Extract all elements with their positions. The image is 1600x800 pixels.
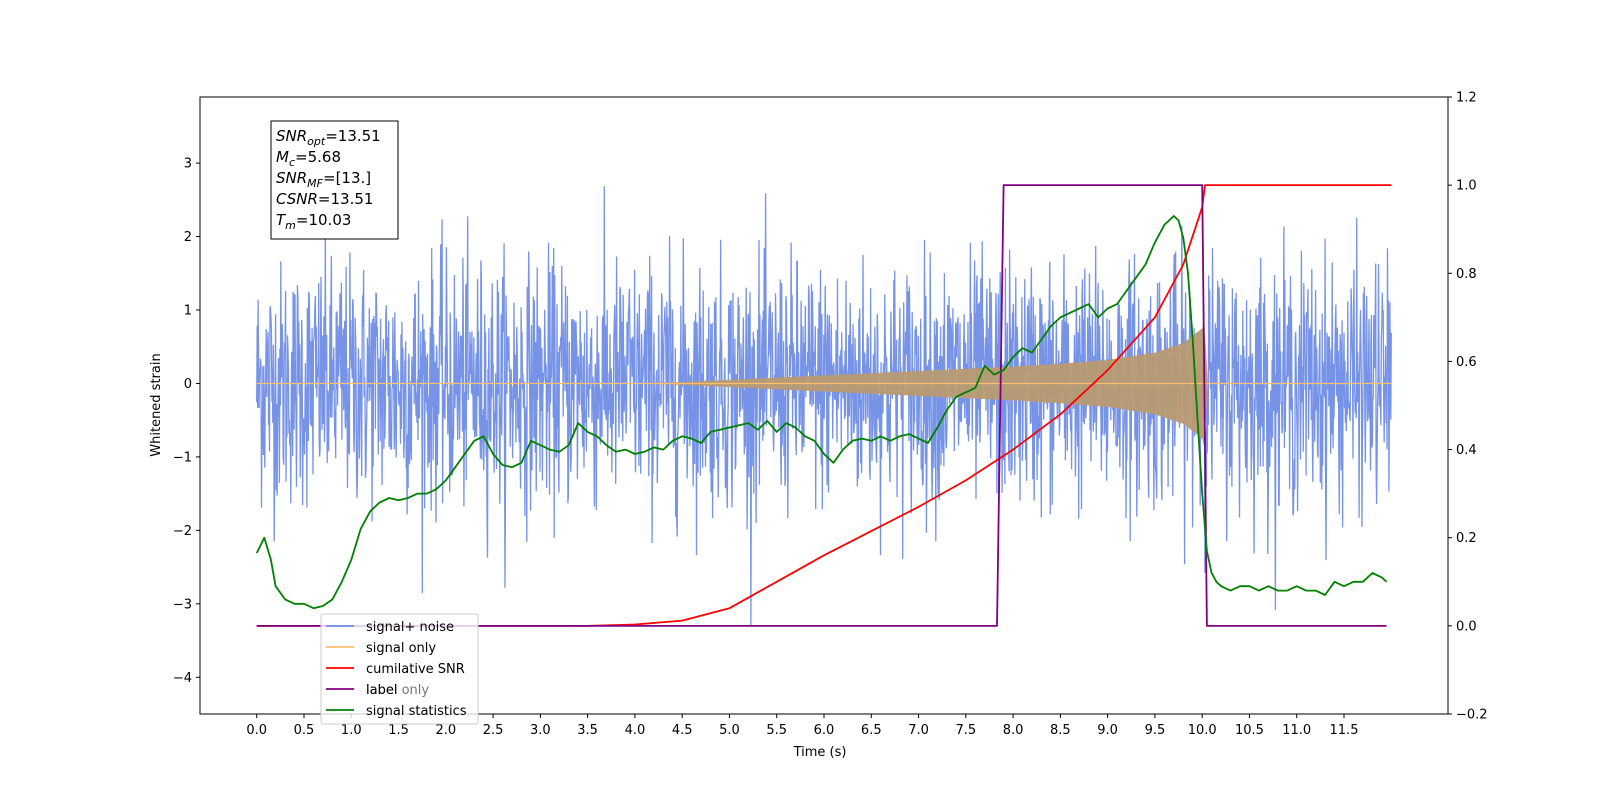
y-left-tick-label: −4 — [173, 671, 192, 686]
x-tick-label: 0.0 — [246, 723, 267, 738]
x-tick-label: 9.5 — [1145, 723, 1166, 738]
y-left-tick-label: −1 — [173, 450, 192, 465]
x-tick-label: 1.0 — [341, 723, 362, 738]
x-tick-label: 11.0 — [1282, 723, 1311, 738]
y-right-tick-label: 0.4 — [1456, 443, 1477, 458]
legend-label: signal statistics — [366, 704, 467, 719]
x-tick-label: 5.5 — [766, 723, 787, 738]
x-tick-label: 10.0 — [1188, 723, 1217, 738]
series-label — [256, 184, 1387, 627]
y-right-tick-label: 0.8 — [1456, 267, 1477, 282]
annotation-line: CSNR=13.51 — [276, 190, 373, 208]
legend-hidden-label: label only — [366, 683, 429, 698]
x-tick-label: 7.5 — [955, 723, 976, 738]
x-tick-label: 8.5 — [1050, 723, 1071, 738]
legend-label: signal+ noise — [366, 620, 454, 635]
y-right-tick-label: 0.0 — [1456, 619, 1477, 634]
x-tick-label: 2.0 — [435, 723, 456, 738]
y-left-tick-label: −2 — [173, 524, 192, 539]
x-tick-label: 10.5 — [1235, 723, 1264, 738]
legend-label: signal only — [366, 641, 436, 656]
x-tick-label: 9.0 — [1097, 723, 1118, 738]
plot-area — [255, 184, 1392, 627]
legend-label: label — [366, 683, 397, 698]
y-right-tick-label: −0.2 — [1456, 708, 1488, 723]
x-tick-label: 3.0 — [530, 723, 551, 738]
x-tick-label: 11.5 — [1330, 723, 1359, 738]
x-tick-label: 4.5 — [672, 723, 693, 738]
series-signal-statistics — [255, 215, 1388, 610]
series-signal-noise — [256, 186, 1392, 626]
x-tick-label: 3.5 — [577, 723, 598, 738]
y-right-tick-label: 1.2 — [1456, 91, 1477, 106]
y-left-tick-label: 2 — [184, 230, 192, 245]
y-right-tick-label: 1.0 — [1456, 179, 1477, 194]
y-left-tick-label: −3 — [173, 597, 192, 612]
legend: label only signal+ noise signal only cumila… — [320, 613, 479, 725]
y-left-tick-label: 1 — [184, 304, 192, 319]
legend-label: cumilative SNR — [366, 662, 465, 677]
x-axis-label: Time (s) — [793, 745, 847, 760]
annotation-line: SNRopt=13.51 — [276, 127, 381, 148]
x-tick-label: 4.0 — [625, 723, 646, 738]
annotation-line: Tm=10.03 — [276, 211, 351, 232]
x-tick-label: 7.0 — [908, 723, 929, 738]
annotation-line: Mc=5.68 — [276, 148, 341, 169]
y-right-tick-label: 0.6 — [1456, 355, 1477, 370]
x-tick-label: 0.5 — [294, 723, 315, 738]
annotation-frame — [270, 120, 399, 240]
y-left-tick-label: 3 — [184, 157, 192, 172]
x-tick-label: 6.5 — [861, 723, 882, 738]
legend-frame — [320, 613, 479, 725]
x-tick-label: 6.0 — [814, 723, 835, 738]
axis-ticks: 0.0 0.5 1.0 1.5 2.0 2.5 3.0 3.5 4.0 4.5 5.0 5.5 6.0 6… — [173, 91, 1488, 739]
y-left-tick-label: 0 — [184, 377, 192, 392]
x-tick-label: 1.5 — [388, 723, 409, 738]
annotation-line: SNRMF=[13.] — [276, 169, 371, 190]
x-tick-label: 2.5 — [483, 723, 504, 738]
y-axis-label: Whitened strain — [149, 353, 164, 456]
x-tick-label: 8.0 — [1003, 723, 1024, 738]
annotation-box: SNRopt=13.51Mc=5.68SNRMF=[13.]CSNR=13.51… — [270, 120, 399, 240]
y-right-tick-label: 0.2 — [1456, 531, 1477, 546]
x-tick-label: 5.0 — [719, 723, 740, 738]
